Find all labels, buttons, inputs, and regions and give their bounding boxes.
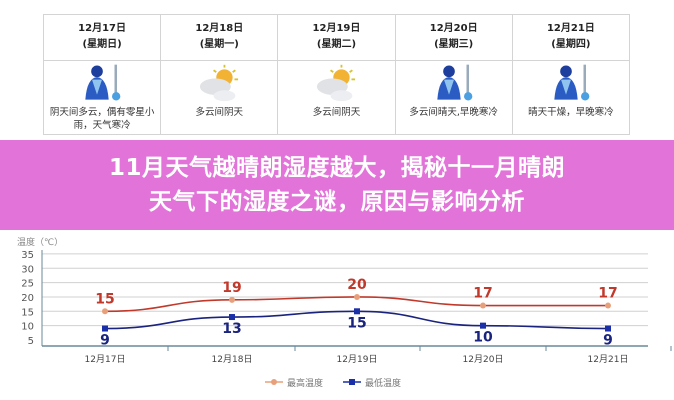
forecast-day-header: 12月18日 (星期一) — [160, 14, 279, 61]
data-label: 15 — [347, 315, 366, 331]
y-tick-label: 5 — [28, 336, 34, 347]
data-label: 9 — [603, 333, 613, 349]
legend-marker — [271, 379, 277, 385]
data-point — [229, 314, 235, 321]
forecast-weekday: (星期四) — [551, 39, 591, 50]
data-label: 15 — [95, 291, 114, 307]
forecast-day-header: 12月19日 (星期二) — [277, 14, 396, 61]
x-tick-label: 12月21日 — [588, 354, 629, 365]
forecast-day-header: 12月20日 (星期三) — [394, 14, 513, 61]
sun-cloud-icon — [317, 64, 356, 102]
y-tick-label: 30 — [21, 264, 34, 275]
forecast-date: 12月19日 — [312, 23, 361, 34]
x-tick-label: 12月17日 — [85, 354, 126, 365]
forecast-day-cell: 阴天间多云，偶有零星小雨，天气寒冷 — [42, 60, 162, 135]
forecast-date: 12月17日 — [78, 23, 127, 34]
title-banner: 11月天气越晴朗湿度越大，揭秘十一月晴朗 天气下的湿度之谜，原因与影响分析 — [0, 140, 674, 230]
forecast-day-cell: 晴天干燥，早晚寒冷 — [511, 60, 631, 135]
legend-marker — [349, 379, 355, 385]
data-label: 9 — [100, 333, 110, 349]
data-point — [102, 325, 108, 332]
forecast-day-header: 12月17日 (星期日) — [42, 14, 162, 61]
x-tick-label: 12月19日 — [337, 354, 378, 365]
data-label: 10 — [473, 330, 493, 346]
forecast-description: 多云间阴天 — [312, 107, 361, 118]
y-tick-label: 25 — [21, 279, 34, 290]
forecast-weekday: (星期一) — [199, 39, 239, 50]
y-tick-label: 15 — [21, 307, 34, 318]
forecast-weekday: (星期二) — [316, 39, 357, 50]
legend-label: 最低温度 — [365, 377, 401, 389]
data-label: 20 — [347, 277, 367, 293]
legend-label: 最高温度 — [287, 377, 323, 389]
data-point — [605, 325, 611, 332]
data-point — [605, 302, 611, 309]
data-label: 17 — [473, 286, 492, 302]
forecast-description: 晴天干燥，早晚寒冷 — [528, 107, 614, 118]
forecast-weekday: (星期三) — [434, 39, 474, 50]
data-point — [102, 308, 108, 315]
data-label: 13 — [222, 321, 241, 337]
forecast-day-cell: 多云间晴天,早晚寒冷 — [394, 60, 513, 135]
data-point — [354, 308, 360, 315]
forecast-day-cell: 多云间阴天 — [160, 60, 279, 135]
forecast-date: 12月20日 — [429, 23, 478, 34]
forecast-table: 12月17日 (星期日) 12月18日 (星期一) 12月19日 (星期二) 12月20日 (… — [42, 14, 631, 135]
x-tick-label: 12月20日 — [463, 354, 504, 365]
x-tick-label: 12月18日 — [212, 354, 253, 365]
forecast-weekday: (星期日) — [82, 39, 122, 50]
forecast-description: 阴天间多云，偶有零星小雨，天气寒冷 — [49, 107, 155, 131]
data-point — [480, 302, 486, 309]
y-tick-label: 10 — [21, 322, 34, 333]
y-tick-label: 20 — [21, 293, 34, 304]
sun-cloud-icon — [200, 64, 239, 102]
data-point — [229, 296, 235, 303]
y-axis-label: 温度（℃） — [17, 236, 63, 248]
data-point — [480, 322, 486, 329]
data-label: 17 — [598, 286, 617, 302]
forecast-date: 12月21日 — [546, 23, 595, 34]
forecast-day-header: 12月21日 (星期四) — [511, 14, 631, 61]
forecast-description: 多云间晴天,早晚寒冷 — [409, 107, 498, 118]
forecast-date: 12月18日 — [195, 23, 244, 34]
cold-person-thermometer-icon — [554, 64, 590, 101]
data-label: 19 — [222, 280, 241, 296]
forecast-description: 多云间阴天 — [195, 107, 244, 118]
y-tick-label: 35 — [21, 250, 34, 261]
cold-person-thermometer-icon — [85, 64, 121, 101]
cold-person-thermometer-icon — [436, 64, 472, 101]
data-point — [354, 293, 360, 300]
banner-line-2: 天气下的湿度之谜，原因与影响分析 — [149, 189, 525, 215]
banner-line-1: 11月天气越晴朗湿度越大，揭秘十一月晴朗 — [108, 155, 565, 181]
